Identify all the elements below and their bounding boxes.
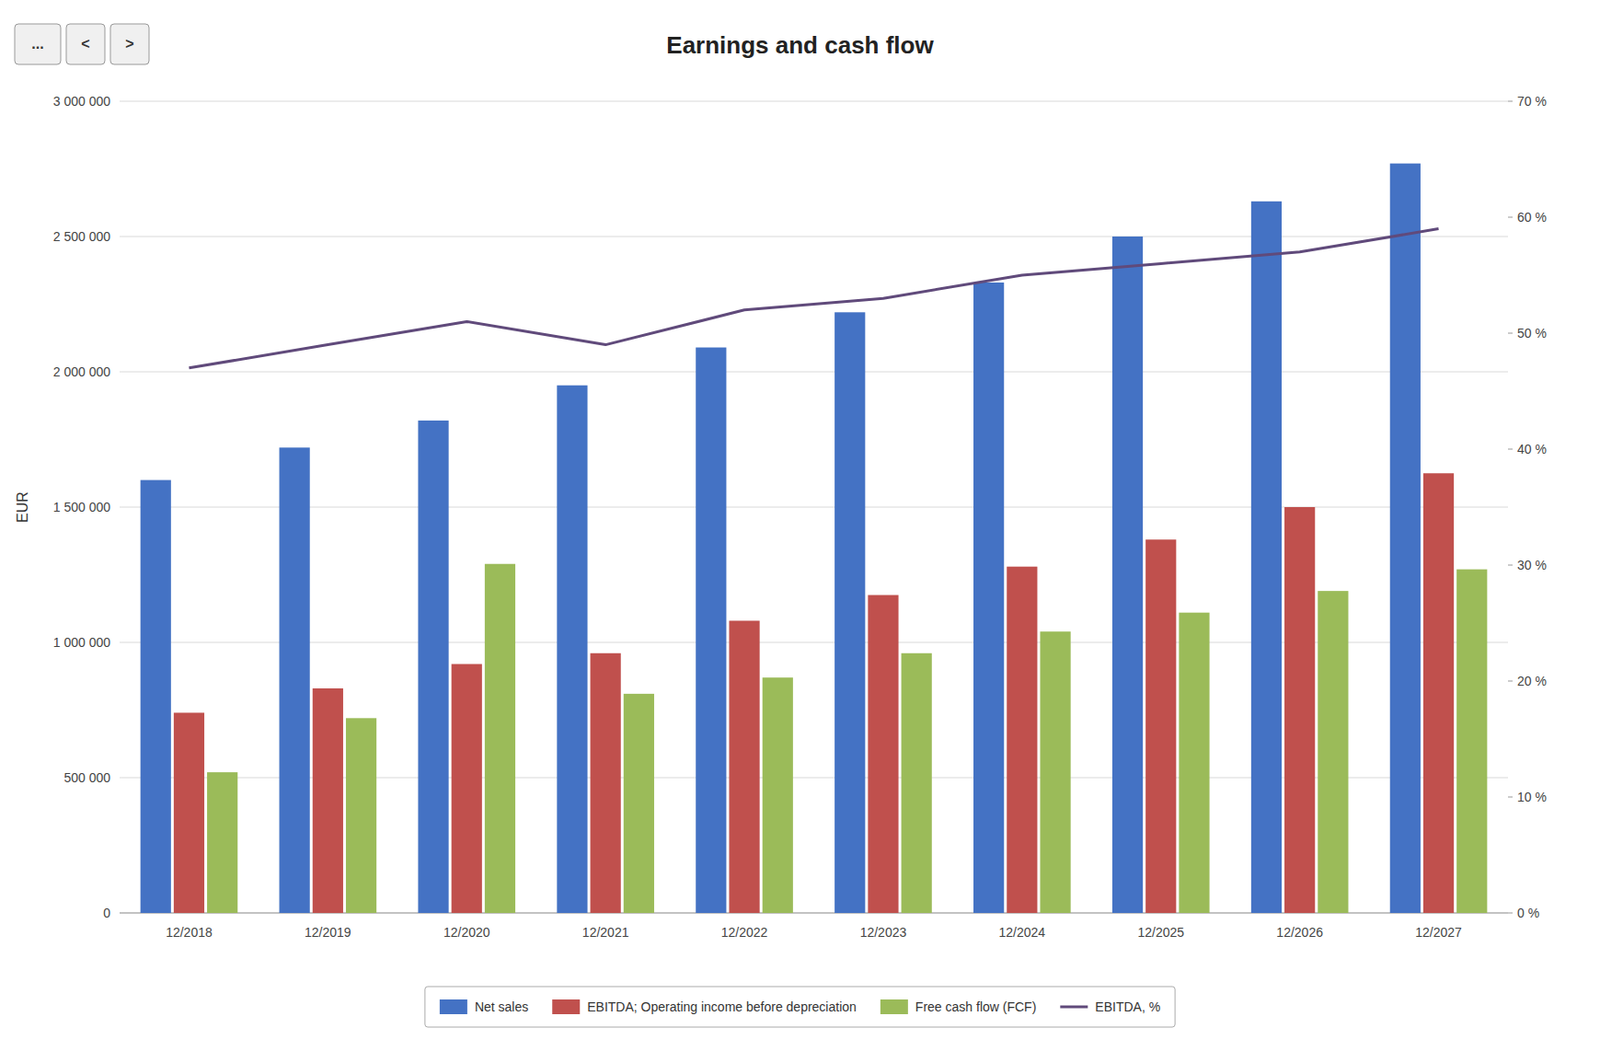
nav-button — [66, 23, 105, 65]
bar — [901, 653, 933, 913]
bar — [1145, 539, 1176, 913]
y-tick-label: 1 500 000 — [53, 499, 111, 515]
x-tick-label: 12/2025 — [1137, 924, 1185, 940]
y2-tick — [1507, 101, 1513, 103]
legend-box — [425, 986, 1175, 1027]
bar — [279, 447, 311, 913]
bar-series — [173, 472, 1454, 913]
y2-tick-label: 70 % — [1517, 93, 1547, 109]
y-tick-label: 1 000 000 — [53, 634, 111, 650]
y-tick-label: 3 000 000 — [53, 93, 111, 109]
bar — [1390, 163, 1421, 913]
bar — [834, 311, 865, 913]
legend-swatch — [552, 999, 580, 1014]
y2-tick-label: 60 % — [1517, 209, 1547, 225]
bar-series — [140, 163, 1421, 913]
plot-area — [140, 163, 1488, 913]
y2-tick — [1507, 333, 1513, 334]
bar — [728, 620, 760, 913]
bar — [973, 282, 1004, 913]
bar — [1039, 631, 1071, 913]
grid-line — [119, 101, 1508, 103]
legend-swatch — [880, 999, 909, 1014]
y2-tick-label: 0 % — [1517, 905, 1540, 921]
nav-button — [14, 23, 61, 65]
bar — [140, 480, 172, 913]
y2-tick — [1507, 564, 1513, 566]
bar — [345, 717, 377, 913]
title: Earnings and cash flow — [666, 31, 934, 59]
bar — [173, 712, 205, 913]
y2-tick-label: 10 % — [1517, 789, 1547, 805]
bar — [556, 385, 588, 913]
y-tick-label: 2 000 000 — [53, 364, 111, 380]
bar — [1423, 472, 1454, 913]
y2-tick — [1507, 912, 1513, 914]
y2-tick-label: 30 % — [1517, 557, 1547, 573]
grid-line — [119, 236, 1508, 238]
x-tick-label: 12/2022 — [721, 924, 769, 940]
legend-label: EBITDA, % — [1094, 999, 1161, 1014]
y-tick-label: 500 000 — [63, 770, 111, 785]
chart: Earnings and cash flow... < >0 500 000 1 000… — [0, 0, 1600, 1051]
bar — [623, 693, 655, 913]
legend: Net sales EBITDA; Operating income before… — [425, 986, 1175, 1027]
bar — [417, 420, 449, 913]
x-tick-label: 12/2023 — [860, 924, 908, 940]
x-tick-label: 12/2027 — [1415, 924, 1462, 940]
legend-label: EBITDA; Operating income before deprecia… — [587, 999, 857, 1014]
legend-swatch — [439, 999, 468, 1014]
nav-button-label: ... — [31, 35, 44, 52]
bar — [207, 771, 238, 913]
x-tick-label: 12/2019 — [304, 924, 352, 940]
x-tick-label: 12/2020 — [443, 924, 491, 940]
bar — [1456, 569, 1487, 913]
legend-label: Free cash flow (FCF) — [915, 999, 1036, 1014]
y-tick-label: 2 500 000 — [53, 229, 111, 244]
nav-button — [110, 23, 150, 65]
legend-swatch — [1059, 1005, 1088, 1009]
y2-tick-label: 40 % — [1517, 441, 1547, 457]
y2-tick — [1507, 217, 1513, 219]
y2-tick — [1507, 796, 1513, 798]
bar-series — [207, 564, 1487, 913]
bar — [1284, 506, 1315, 913]
bar — [451, 664, 483, 913]
bar — [867, 595, 898, 913]
y2-tick — [1507, 448, 1513, 450]
grid-line — [119, 371, 1508, 373]
y2-tick-label: 20 % — [1517, 673, 1547, 689]
bar — [312, 688, 344, 913]
nav-buttons: ... < > — [14, 23, 150, 65]
line — [188, 229, 1439, 369]
y2-tick — [1507, 680, 1513, 682]
x-tick-label: 12/2026 — [1276, 924, 1324, 940]
bar — [762, 677, 794, 913]
bar — [590, 653, 622, 913]
y-axis-label: EUR — [14, 491, 31, 523]
bar — [1317, 590, 1348, 913]
bar — [695, 347, 726, 913]
bar — [1006, 566, 1037, 913]
nav-button-label: < — [80, 35, 90, 52]
x-tick-label: 12/2018 — [165, 924, 213, 940]
bar — [1251, 201, 1282, 913]
legend-label: Net sales — [474, 999, 529, 1014]
axes: 0 500 000 1 000 000 1 500 000 2 000 000 2 500… — [14, 93, 1547, 940]
y-tick-label: 0 — [103, 905, 111, 921]
bar — [1112, 236, 1143, 913]
x-tick-label: 12/2024 — [999, 924, 1047, 940]
bar — [484, 564, 516, 913]
y2-tick-label: 50 % — [1517, 325, 1547, 341]
x-tick-label: 12/2021 — [582, 924, 630, 940]
bar — [1178, 612, 1209, 913]
nav-button-label: > — [125, 35, 134, 52]
